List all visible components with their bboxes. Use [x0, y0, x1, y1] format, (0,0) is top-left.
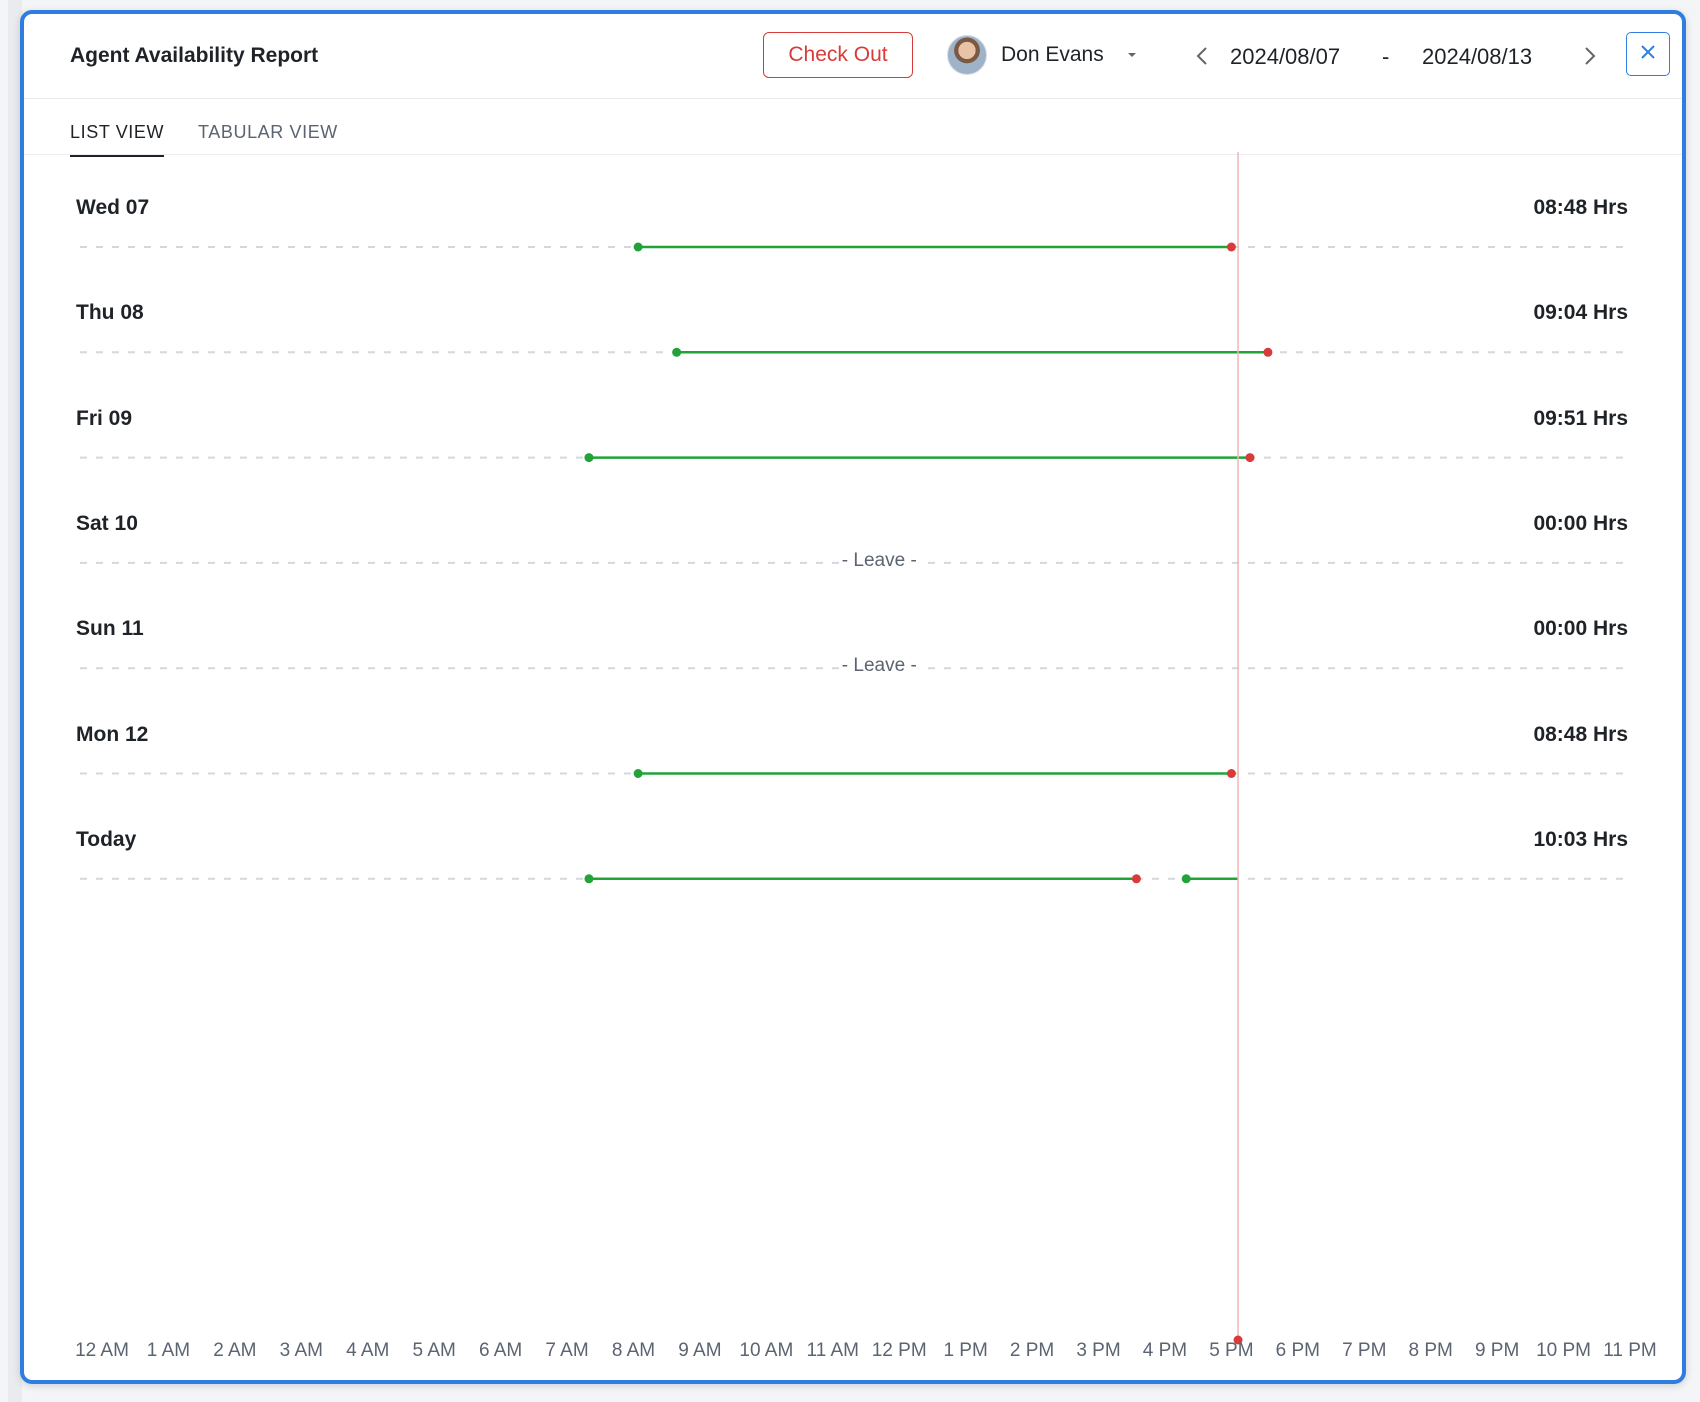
day-total-hours: 10:03 Hrs	[1533, 827, 1628, 851]
check-in-marker	[584, 453, 594, 463]
date-range-end[interactable]: 2024/08/13	[1422, 44, 1533, 69]
modal-header: Agent Availability Report Check Out Don …	[24, 14, 1682, 99]
agent-selector[interactable]: Don Evans	[947, 34, 1138, 76]
caret-down-icon	[1126, 48, 1138, 62]
hour-tick-label: 11 AM	[806, 1340, 860, 1361]
hour-tick-label: 11 PM	[1603, 1340, 1657, 1361]
hour-tick-label: 6 PM	[1275, 1340, 1320, 1361]
check-in-marker	[633, 242, 643, 252]
close-icon	[1640, 44, 1656, 65]
agent-availability-modal: Agent Availability Report Check Out Don …	[20, 10, 1686, 1384]
view-tabs: LIST VIEW TABULAR VIEW	[24, 98, 1682, 157]
hour-tick-label: 4 PM	[1142, 1340, 1188, 1361]
avatar	[947, 35, 987, 75]
hour-tick-label: 12 PM	[871, 1340, 927, 1361]
agent-name: Don Evans	[1001, 43, 1104, 66]
date-range-start[interactable]: 2024/08/07	[1230, 44, 1341, 69]
tab-list-view[interactable]: LIST VIEW	[70, 122, 165, 157]
day-label: Fri 09	[76, 406, 133, 430]
hour-tick-label: 10 PM	[1536, 1340, 1592, 1361]
hour-tick-label: 1 PM	[943, 1340, 988, 1361]
day-label: Today	[76, 827, 137, 851]
hour-tick-label: 2 AM	[213, 1340, 257, 1361]
close-button[interactable]	[1626, 32, 1670, 76]
hour-tick-label: 9 PM	[1474, 1340, 1520, 1361]
hour-tick-label: 5 AM	[412, 1340, 456, 1361]
timeline-chart	[80, 152, 1625, 1345]
day-total-hours: 00:00 Hrs	[1533, 617, 1628, 641]
check-in-marker	[584, 874, 594, 884]
day-total-hours: 09:04 Hrs	[1533, 301, 1628, 325]
check-in-marker	[1181, 874, 1191, 884]
day-label: Sun 11	[76, 617, 144, 641]
modal-title: Agent Availability Report	[70, 44, 319, 67]
tab-tabular-view[interactable]: TABULAR VIEW	[198, 122, 338, 142]
hour-tick-label: 8 AM	[611, 1340, 656, 1361]
day-total-hours: 09:51 Hrs	[1533, 406, 1628, 430]
check-out-marker	[1263, 347, 1273, 357]
chevron-left-icon[interactable]	[1190, 42, 1214, 70]
check-in-marker	[633, 769, 643, 778]
day-label: Thu 08	[76, 301, 144, 325]
chevron-right-icon[interactable]	[1578, 42, 1602, 70]
hour-tick-label: 7 AM	[545, 1340, 589, 1361]
check-out-marker	[1226, 769, 1236, 778]
hour-tick-label: 7 PM	[1342, 1340, 1387, 1361]
hour-tick-label: 1 AM	[146, 1340, 191, 1361]
check-out-marker	[1226, 242, 1236, 252]
day-total-hours: 08:48 Hrs	[1533, 196, 1628, 219]
check-out-button[interactable]: Check Out	[763, 32, 913, 78]
hour-tick-label: 8 PM	[1408, 1340, 1453, 1361]
check-out-marker	[1131, 874, 1141, 884]
day-label: Mon 12	[76, 722, 149, 746]
check-out-marker	[1245, 453, 1255, 463]
hour-tick-label: 5 PM	[1209, 1340, 1254, 1361]
availability-timeline: Wed 07 08:48 Hrs Thu 08 09:04 Hrs Fri 09 09:5…	[24, 14, 1682, 1380]
hour-tick-label: 12 AM	[75, 1340, 129, 1361]
day-label: Sat 10	[76, 511, 138, 535]
check-in-marker	[672, 347, 682, 357]
hour-tick-label: 3 PM	[1076, 1340, 1121, 1361]
hour-tick-label: 6 AM	[478, 1340, 523, 1361]
background-page-edge	[8, 0, 22, 1402]
hour-tick-label: 9 AM	[678, 1340, 722, 1361]
day-total-hours: 00:00 Hrs	[1533, 511, 1628, 535]
hour-tick-label: 10 AM	[739, 1340, 794, 1361]
current-time-marker	[1233, 1335, 1243, 1345]
day-total-hours: 08:48 Hrs	[1533, 722, 1628, 746]
leave-label: - Leave -	[839, 549, 919, 572]
hour-tick-label: 3 AM	[279, 1340, 323, 1361]
hour-tick-label: 2 PM	[1009, 1340, 1055, 1361]
hour-tick-label: 4 AM	[346, 1340, 390, 1361]
leave-label: - Leave -	[839, 655, 919, 678]
day-label: Wed 07	[76, 196, 150, 219]
date-range-separator: -	[1382, 44, 1390, 69]
